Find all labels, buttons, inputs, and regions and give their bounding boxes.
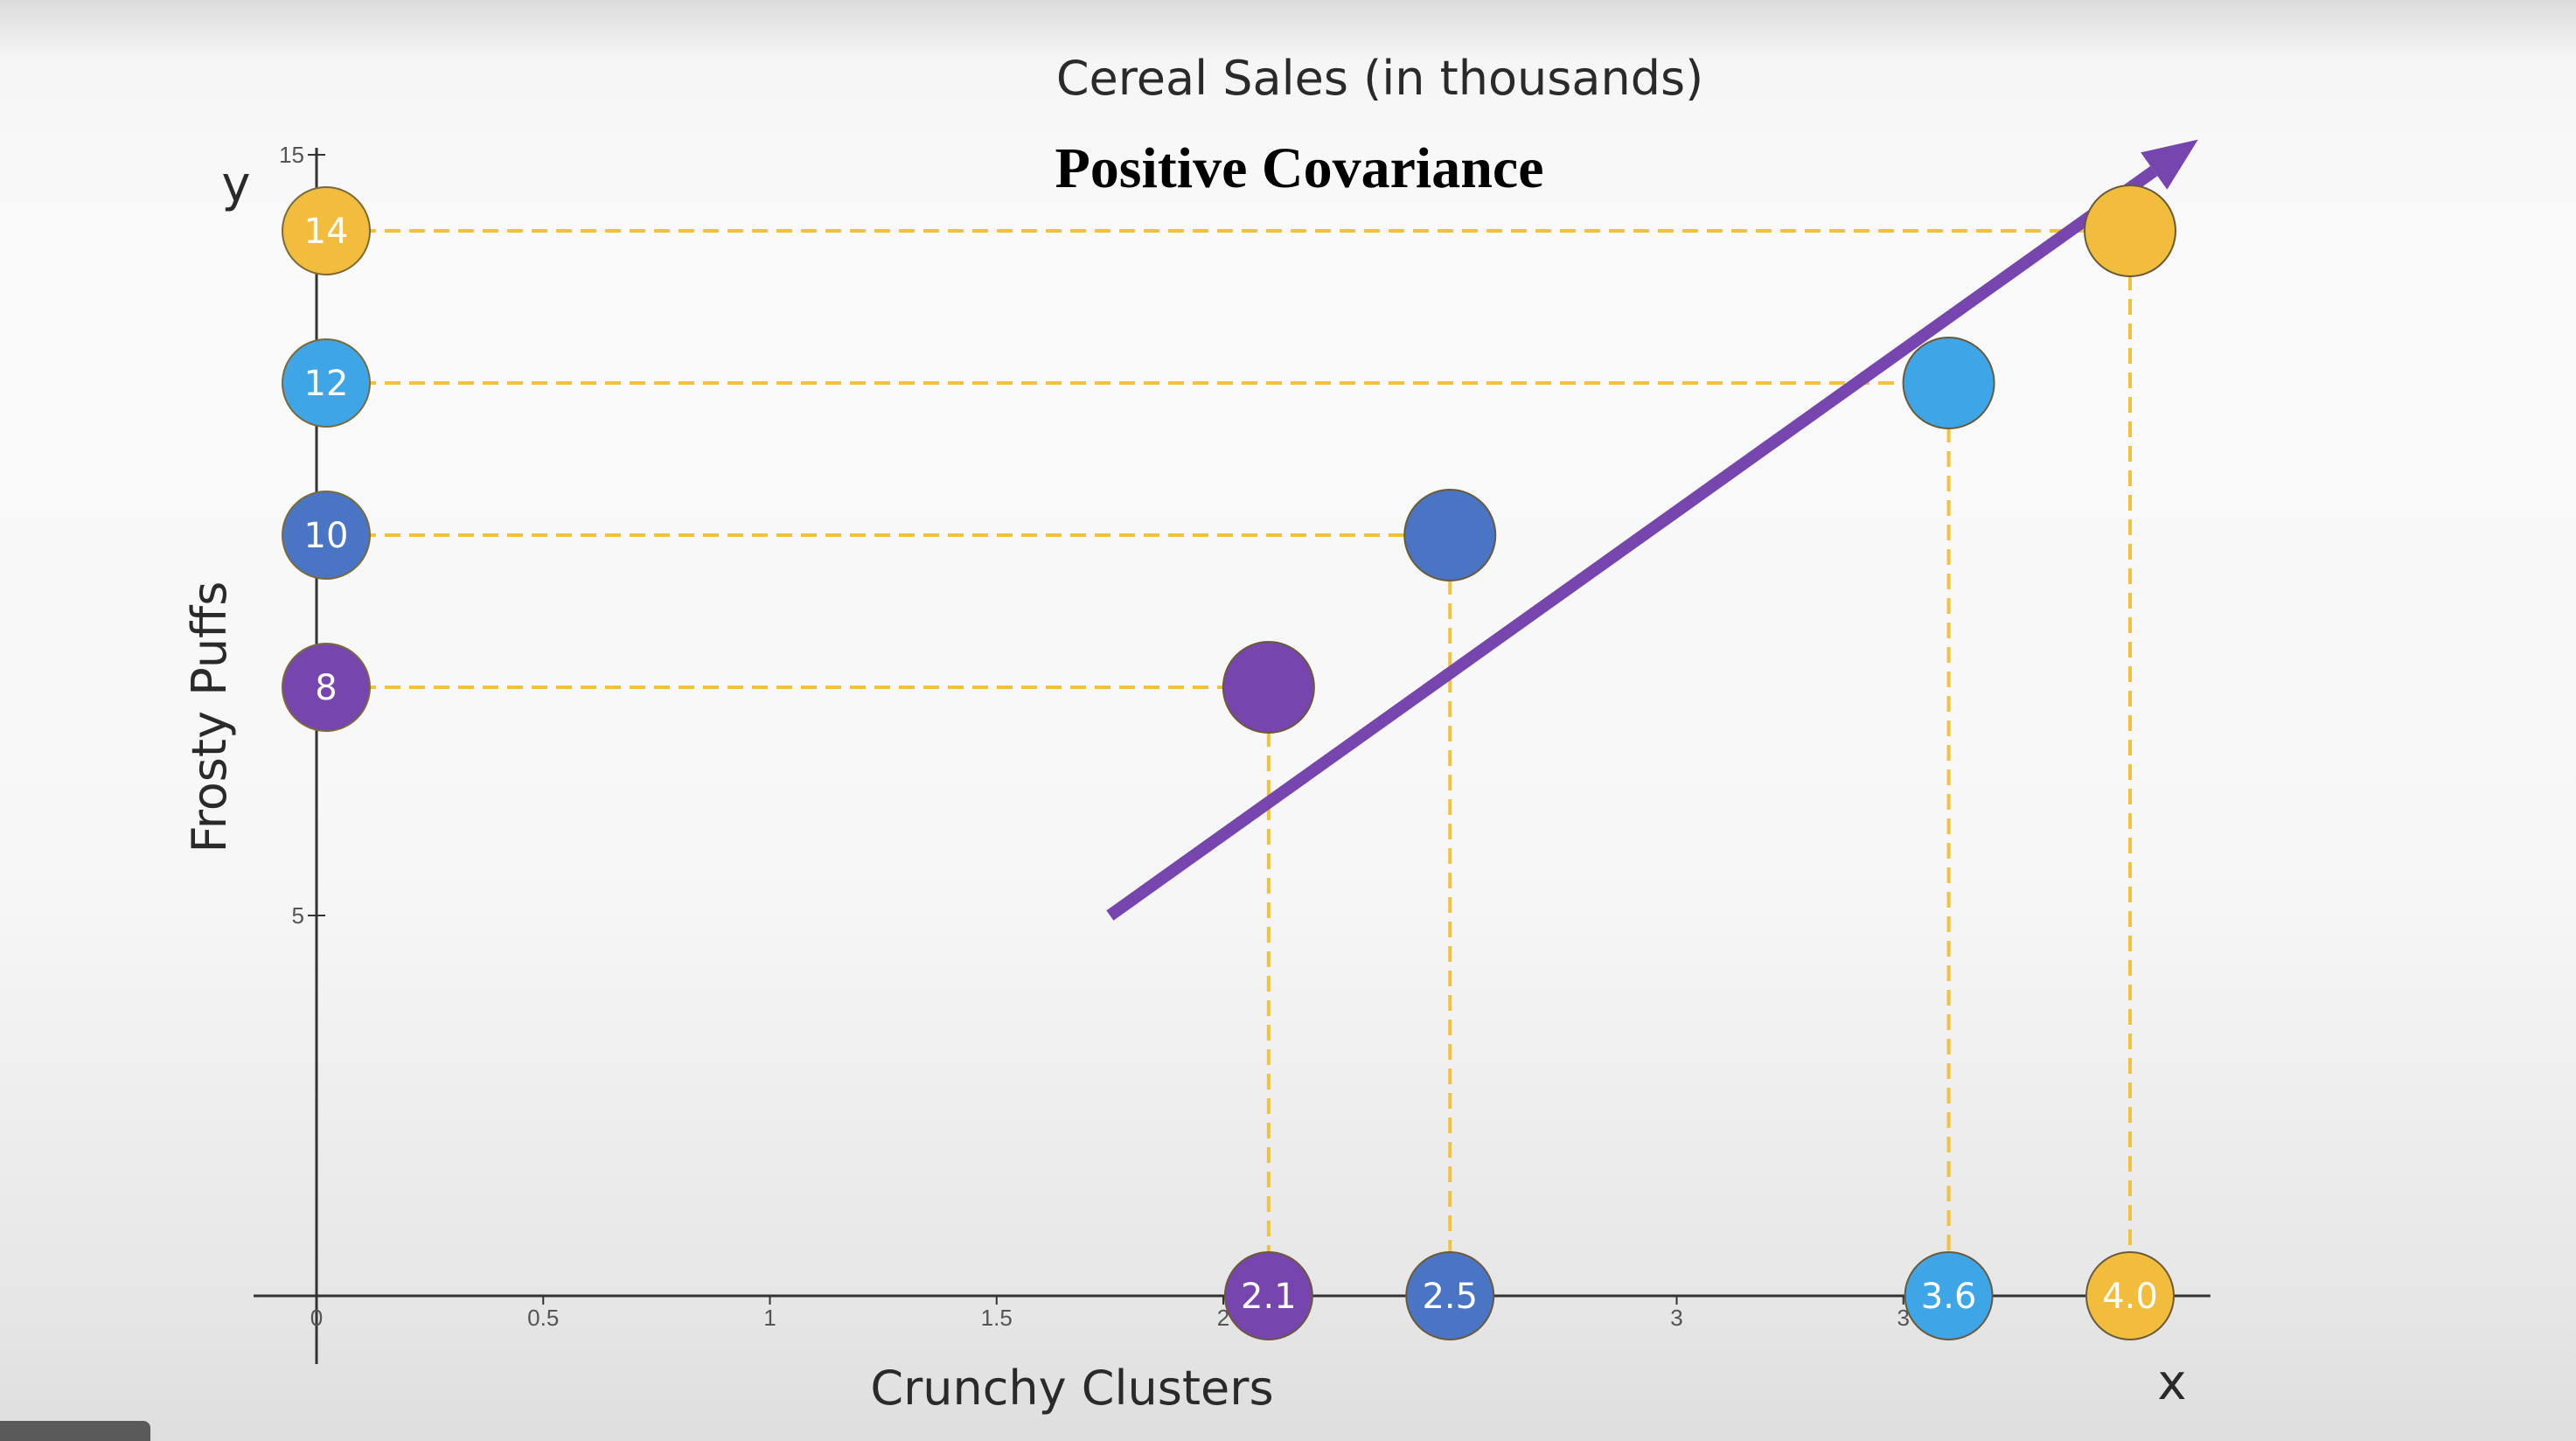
x-value-label: 4.0 xyxy=(2102,1277,2158,1317)
y-value-marker xyxy=(282,338,371,428)
y-axis-letter: y xyxy=(221,157,250,213)
x-value-marker xyxy=(1223,1251,1313,1340)
y-value-label: 10 xyxy=(304,516,349,556)
y-value-marker xyxy=(282,643,371,732)
x-value-marker xyxy=(2085,1251,2175,1340)
trend-arrow-line xyxy=(1106,165,2158,921)
chart-title: Cereal Sales (in thousands) xyxy=(1056,51,1703,106)
player-corner-tab xyxy=(0,1421,150,1441)
x-value-label: 2.5 xyxy=(1422,1277,1478,1317)
data-point xyxy=(1902,337,1995,429)
x-tick-label: 3 xyxy=(1897,1305,1910,1331)
data-point xyxy=(2084,184,2176,277)
x-tick-label: 3 xyxy=(1670,1305,1682,1331)
y-tick-label: 15 xyxy=(279,142,304,168)
x-value-label: 2.1 xyxy=(1241,1277,1297,1317)
x-axis-letter: x xyxy=(2157,1354,2186,1411)
trend-arrow-head xyxy=(2141,139,2198,190)
y-tick-label: 5 xyxy=(292,902,304,929)
y-value-marker xyxy=(282,186,371,275)
x-value-marker xyxy=(1405,1251,1495,1340)
x-tick-label: 0 xyxy=(310,1305,323,1331)
x-tick-label: 1.5 xyxy=(981,1305,1013,1331)
chart-subtitle: Positive Covariance xyxy=(1055,136,1543,200)
y-value-label: 14 xyxy=(304,212,349,252)
y-value-marker xyxy=(282,491,371,580)
y-value-label: 12 xyxy=(304,364,349,404)
plot-area: 0 0.5 1 1.5 2 3 3 5 15 8 2.1 10 2.5 12 3.6 14 4.0 xyxy=(254,139,2210,1364)
y-axis-title: Frosty Puffs xyxy=(182,581,237,853)
x-axis-title: Crunchy Clusters xyxy=(870,1361,1273,1416)
data-point xyxy=(1222,641,1315,734)
y-value-label: 8 xyxy=(315,668,337,708)
x-tick-label: 1 xyxy=(763,1305,776,1331)
x-tick-label: 2 xyxy=(1217,1305,1229,1331)
x-value-marker xyxy=(1904,1251,1994,1340)
x-value-label: 3.6 xyxy=(1921,1277,1977,1317)
x-tick-label: 0.5 xyxy=(527,1305,559,1331)
data-point xyxy=(1403,489,1497,581)
